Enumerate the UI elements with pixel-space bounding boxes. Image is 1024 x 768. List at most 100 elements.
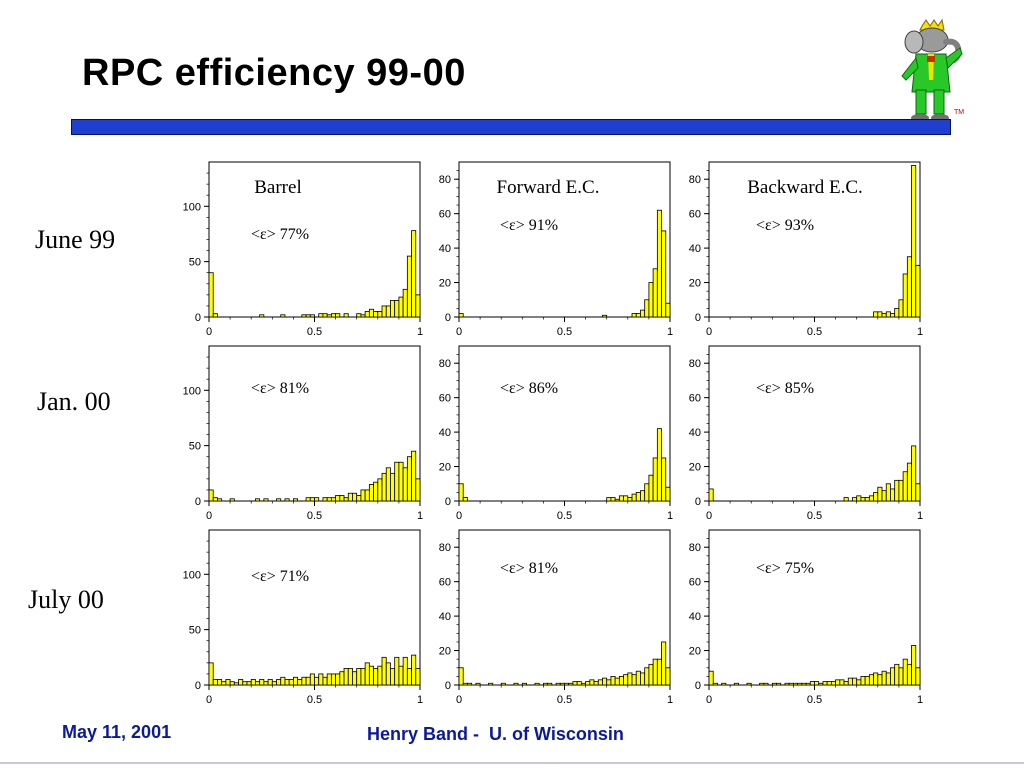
histogram-bar xyxy=(390,667,396,686)
histogram-bar xyxy=(864,497,870,502)
histogram-bar xyxy=(238,679,244,686)
histogram-bar xyxy=(822,681,828,686)
histogram-bar xyxy=(381,656,387,686)
x-tick-label: 0 xyxy=(206,510,212,522)
histogram-bar xyxy=(233,682,239,686)
column-header: Barrel xyxy=(254,177,301,198)
histogram-bar xyxy=(208,272,214,318)
histogram-bar xyxy=(661,641,667,686)
histogram-bar xyxy=(627,672,633,686)
histogram-bar xyxy=(360,667,366,686)
x-tick-label: 0 xyxy=(456,694,462,706)
histogram-bar xyxy=(212,313,218,318)
x-tick-label: 1 xyxy=(667,510,673,522)
histogram-bar xyxy=(877,486,883,502)
histogram-bar xyxy=(343,313,349,318)
histogram-bar xyxy=(843,681,849,686)
x-tick-label: 0.5 xyxy=(807,510,822,522)
histogram-bar xyxy=(229,498,235,502)
histogram-bar xyxy=(712,682,718,686)
histogram-bar xyxy=(377,311,383,318)
histogram-bar xyxy=(314,676,320,686)
histogram-bar xyxy=(860,497,866,502)
efficiency-annotation: <ε> 71% xyxy=(251,568,309,585)
histogram-bar xyxy=(394,461,400,502)
histogram-bar xyxy=(623,495,629,502)
histogram-bar xyxy=(652,658,658,686)
histogram-bar xyxy=(635,313,641,318)
histogram-bar xyxy=(708,488,714,502)
histogram-bar xyxy=(368,665,374,686)
y-tick-label: 0 xyxy=(695,680,701,692)
histogram-bar xyxy=(665,302,671,318)
histogram-bar xyxy=(852,497,858,502)
histogram-bar xyxy=(242,681,248,686)
histogram-bar xyxy=(572,681,578,686)
histogram-bar xyxy=(801,682,807,686)
histogram-bar xyxy=(326,497,332,502)
histogram-bar xyxy=(293,676,299,686)
histogram-bar xyxy=(385,305,391,318)
y-tick-label: 80 xyxy=(689,542,701,554)
histogram-bar xyxy=(759,682,765,686)
efficiency-annotation: <ε> 91% xyxy=(500,217,558,234)
histogram-bar xyxy=(301,314,307,318)
histogram-bar xyxy=(902,471,908,502)
histogram-bar xyxy=(826,681,832,686)
plot-frame xyxy=(458,161,671,318)
efficiency-annotation: <ε> 85% xyxy=(756,380,814,397)
histogram-bar xyxy=(618,495,624,502)
histogram-bar xyxy=(212,679,218,686)
histogram-bar xyxy=(276,679,282,686)
histogram-bar xyxy=(906,663,912,686)
x-tick-label: 0 xyxy=(206,694,212,706)
histogram-bar xyxy=(881,670,887,686)
histogram-bar xyxy=(648,663,654,686)
histogram-bar xyxy=(885,311,891,318)
histogram-bar xyxy=(661,230,667,318)
histogram-bar xyxy=(352,671,358,686)
histogram-bar xyxy=(877,674,883,686)
histogram-jan-00-barrel: 0 50 100 0 0.5 1 <ε> 81% xyxy=(183,345,423,522)
histogram-bar xyxy=(368,483,374,502)
histogram-bar xyxy=(860,675,866,686)
histogram-bar xyxy=(318,673,324,686)
histogram-bar xyxy=(280,676,286,686)
histogram-bar xyxy=(271,681,277,686)
histogram-bar xyxy=(568,682,574,686)
histogram-bar xyxy=(890,667,896,686)
histogram-bar xyxy=(835,679,841,686)
y-tick-label: 100 xyxy=(183,201,201,213)
y-tick-label: 20 xyxy=(439,646,451,658)
y-tick-label: 50 xyxy=(189,257,201,269)
histogram-bar xyxy=(305,314,311,318)
y-tick-label: 0 xyxy=(195,496,201,508)
y-tick-label: 100 xyxy=(183,385,201,397)
histogram-bar xyxy=(330,313,337,318)
plot-frame xyxy=(708,345,921,502)
histogram-bar xyxy=(360,489,366,502)
histogram-bar xyxy=(322,676,328,686)
histogram-bar xyxy=(793,682,799,686)
histogram-bar xyxy=(475,682,481,686)
histogram-bar xyxy=(733,682,739,686)
histogram-bar xyxy=(462,497,468,502)
histogram-bar xyxy=(644,483,650,502)
y-tick-label: 50 xyxy=(189,441,201,453)
histogram-bar xyxy=(830,681,837,686)
histogram-bar xyxy=(318,313,324,318)
efficiency-annotation: <ε> 93% xyxy=(756,217,814,234)
histogram-bar xyxy=(322,313,328,318)
histogram-bar xyxy=(902,658,908,686)
histogram-bar xyxy=(543,682,549,686)
histogram-bar xyxy=(330,673,337,686)
y-tick-label: 0 xyxy=(695,312,701,324)
histogram-bar xyxy=(373,481,379,502)
histogram-bar xyxy=(534,682,540,686)
y-tick-label: 60 xyxy=(439,577,451,589)
histogram-bar xyxy=(631,493,637,502)
x-tick-label: 0.5 xyxy=(557,694,572,706)
plot-frame xyxy=(708,161,921,318)
histogram-bar xyxy=(394,656,400,686)
histogram-bar xyxy=(458,667,464,686)
